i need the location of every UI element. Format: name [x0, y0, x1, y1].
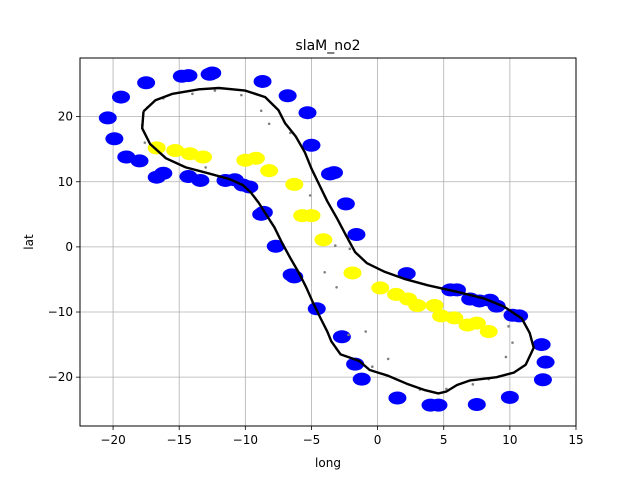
data-point	[533, 373, 552, 387]
x-axis-title: long	[315, 456, 341, 470]
data-point	[467, 316, 486, 330]
data-point	[194, 150, 213, 164]
data-point	[500, 390, 519, 404]
y-axis: −20 −10 0 10 20	[48, 110, 80, 384]
data-point	[130, 154, 149, 168]
data-point	[386, 357, 390, 361]
data-point	[298, 106, 317, 120]
axes-frame	[79, 57, 577, 427]
data-point	[240, 180, 259, 194]
y-tick-label: −20	[48, 370, 73, 384]
data-point	[204, 166, 207, 169]
y-axis-title: lat	[22, 234, 36, 250]
x-axis: −20 −15 −10 −5 0 5 10 15	[100, 426, 584, 447]
data-point	[267, 122, 271, 126]
data-point	[408, 299, 427, 313]
data-point	[246, 151, 265, 165]
data-point	[347, 228, 366, 242]
data-point	[479, 325, 498, 339]
data-point	[348, 247, 352, 251]
data-point	[308, 194, 312, 197]
data-point	[504, 355, 508, 359]
data-point	[137, 76, 156, 90]
x-tick-label: 0	[374, 433, 382, 447]
plot-area	[98, 66, 555, 412]
data-point	[302, 138, 321, 152]
data-point	[266, 239, 285, 253]
data-point	[335, 285, 338, 289]
data-point	[260, 164, 279, 178]
data-point	[285, 177, 304, 191]
y-tick-label: 10	[58, 175, 73, 189]
x-tick-label: 15	[568, 433, 583, 447]
data-point	[314, 233, 333, 247]
data-point	[445, 311, 464, 325]
data-point	[371, 365, 374, 369]
data-point	[467, 398, 486, 412]
data-point	[323, 270, 326, 274]
data-point	[240, 93, 243, 97]
data-point	[333, 244, 337, 247]
data-point	[343, 266, 362, 280]
data-point	[532, 338, 551, 352]
data-point	[364, 330, 367, 333]
data-point	[112, 90, 131, 104]
y-tick-label: 0	[65, 240, 73, 254]
y-tick-label: −10	[48, 305, 73, 319]
data-point	[253, 74, 272, 88]
x-tick-label: −5	[303, 433, 321, 447]
data-point	[511, 341, 514, 344]
data-point	[143, 141, 147, 144]
x-tick-label: 5	[440, 433, 448, 447]
x-tick-label: −10	[233, 433, 258, 447]
data-point	[429, 398, 448, 412]
data-point	[213, 89, 217, 92]
data-point	[302, 209, 321, 223]
data-point	[191, 173, 210, 187]
data-point	[507, 325, 510, 328]
data-point	[179, 69, 198, 83]
data-point	[388, 391, 407, 405]
data-point	[324, 166, 343, 180]
data-point	[471, 383, 475, 386]
chart-title: slaM_no2	[295, 38, 360, 54]
data-point	[425, 299, 444, 313]
data-point	[536, 355, 555, 369]
data-point	[371, 281, 390, 295]
data-point	[166, 143, 185, 157]
data-point	[445, 387, 448, 391]
data-point	[105, 132, 124, 146]
data-point	[259, 109, 263, 113]
y-tick-label: 20	[58, 110, 73, 124]
x-tick-label: 10	[502, 433, 517, 447]
data-point	[278, 89, 297, 103]
data-point	[352, 372, 371, 386]
data-point	[347, 333, 350, 337]
data-point	[154, 166, 173, 180]
data-point	[191, 92, 194, 96]
data-point	[336, 197, 355, 211]
x-tick-label: −15	[167, 433, 192, 447]
data-point	[203, 66, 222, 80]
x-tick-label: −20	[100, 433, 125, 447]
data-point	[98, 111, 117, 125]
data-point	[332, 330, 351, 344]
trajectory-line	[140, 86, 535, 395]
